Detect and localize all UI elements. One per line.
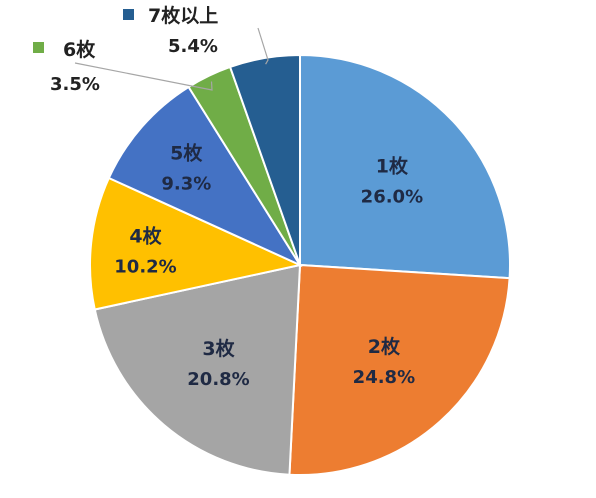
slice-category-label-3: 3枚 bbox=[202, 337, 235, 360]
slice-category-label-4: 4枚 bbox=[129, 224, 162, 247]
pie-slice-1 bbox=[299, 53, 511, 280]
slice-value-label-1: 26.0% bbox=[361, 187, 423, 208]
pie-slice-4 bbox=[88, 176, 304, 311]
slice-labels: 1枚 26.0% 2枚 24.8% 3枚 20.8% 4枚 10.2% 5枚 9.3% 6枚 3.5%… bbox=[33, 4, 423, 390]
slice-value-label-2: 24.8% bbox=[353, 367, 415, 388]
slice-category-label-5: 5枚 bbox=[170, 141, 203, 164]
slice-value-label-6: 3.5% bbox=[50, 74, 100, 95]
slice-value-label-5: 9.3% bbox=[161, 173, 211, 194]
legend-key-6 bbox=[33, 42, 44, 53]
pie-slices bbox=[88, 53, 511, 476]
slice-value-label-3: 20.8% bbox=[187, 369, 249, 390]
slice-category-label-1: 1枚 bbox=[376, 155, 409, 178]
pie-slice-3 bbox=[93, 263, 302, 476]
leader-line-6 bbox=[74, 62, 213, 91]
leader-lines bbox=[74, 27, 269, 91]
pie-slice-7 bbox=[228, 53, 301, 266]
slice-category-label-7: 7枚以上 bbox=[148, 4, 218, 27]
slice-value-label-7: 5.4% bbox=[168, 36, 218, 57]
slice-value-label-4: 10.2% bbox=[114, 256, 176, 277]
slice-category-label-6: 6枚 bbox=[63, 38, 96, 61]
pie-slice-5 bbox=[107, 85, 303, 268]
leader-line-7 bbox=[257, 27, 269, 65]
pie-slice-2 bbox=[288, 263, 511, 476]
slice-category-label-2: 2枚 bbox=[368, 335, 401, 358]
legend-key-7 bbox=[123, 9, 134, 20]
